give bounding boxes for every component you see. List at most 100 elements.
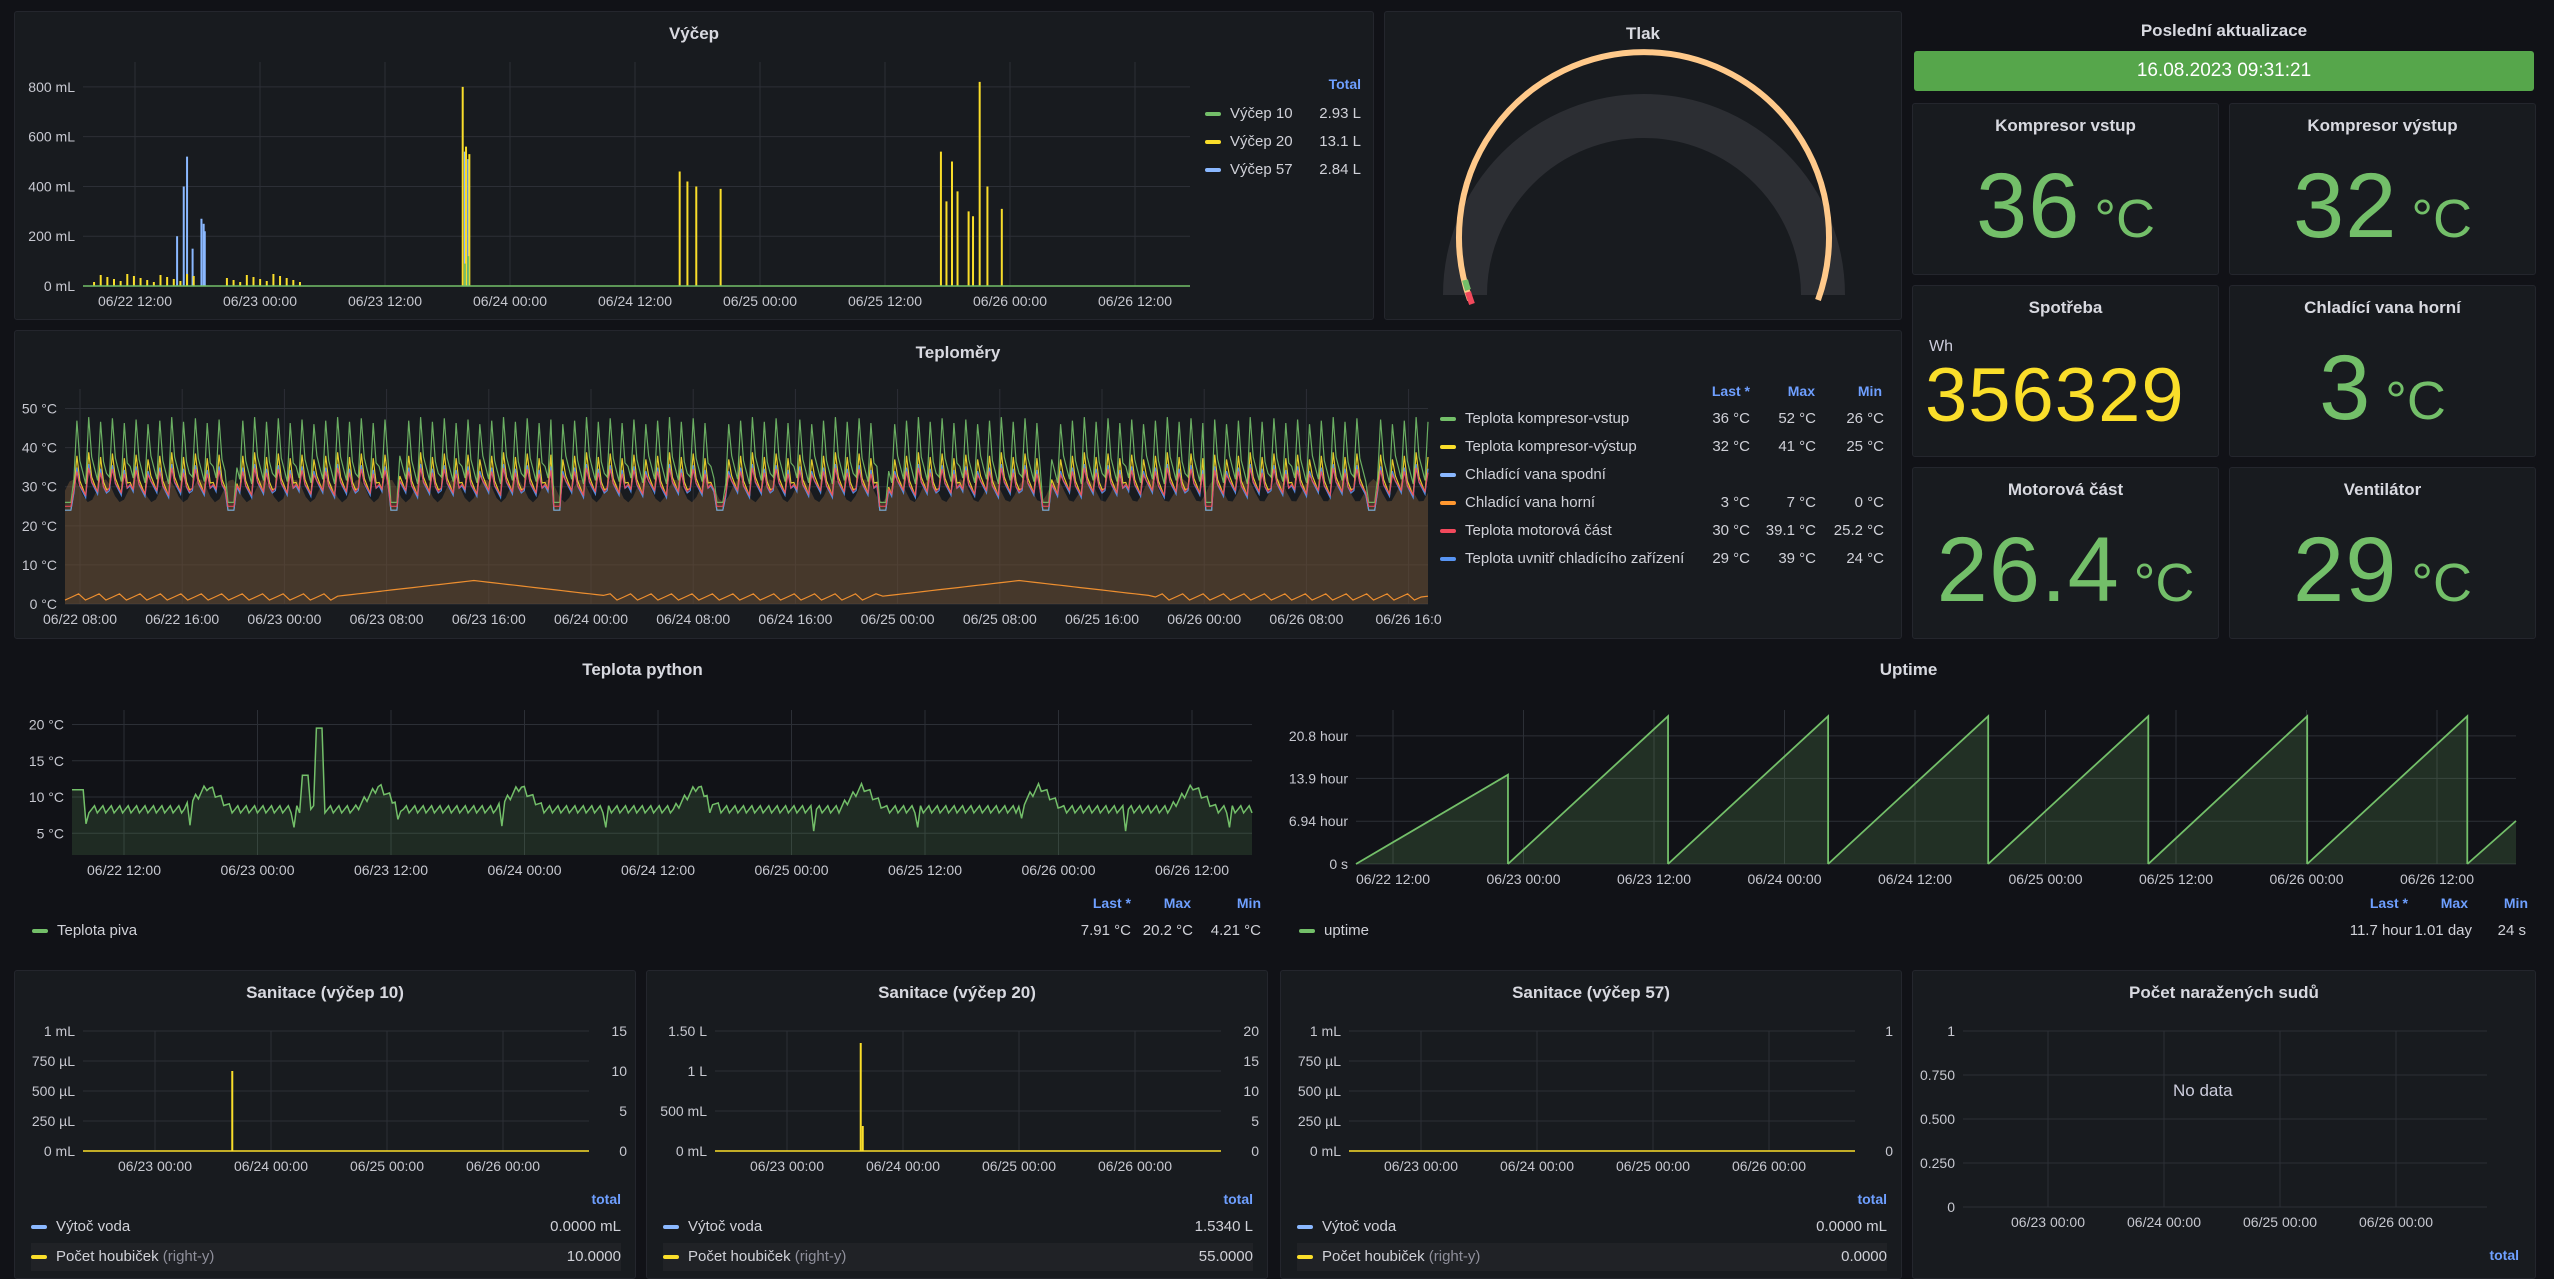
legend-min: 24 °C <box>1846 550 1884 567</box>
legend-min: 24 s <box>2497 922 2526 939</box>
legend-item[interactable]: Počet houbiček (right-y) 55.0000 <box>663 1243 1253 1271</box>
panel-title[interactable]: Kompresor vstup <box>1995 116 2136 135</box>
gauge-track <box>1443 94 1845 296</box>
legend-header-max[interactable]: Max <box>1787 383 1815 399</box>
panel-title[interactable]: Uptime <box>1879 660 1938 679</box>
x-tick-label: 06/25 00:00 <box>350 1158 424 1174</box>
legend-item[interactable]: Teplota uvnitř chladícího zařízení 29 °C 3… <box>1440 545 1900 573</box>
panel-title[interactable]: Spotřeba <box>2028 298 2103 317</box>
series-line <box>1355 773 1509 865</box>
legend-header-max[interactable]: Max <box>1163 895 1191 911</box>
series-line <box>2466 820 2517 865</box>
legend-max: 20.2 °C <box>1142 922 1193 939</box>
legend-label: Výčep 57 <box>1230 161 1293 178</box>
legend-item[interactable]: Teplota kompresor-vstup 36 °C 52 °C 26 °C <box>1440 405 1900 433</box>
stat-number: 32 <box>2293 155 2398 257</box>
x-tick-label: 06/24 00:00 <box>488 862 562 878</box>
x-tick-label: 06/25 00:00 <box>1616 1158 1690 1174</box>
panel-title[interactable]: Sanitace (výčep 10) <box>246 983 404 1002</box>
sudy-chart[interactable]: 0 0.250 0.500 0.750 1 06/23 00:00 06/24 00:00 0… <box>1913 971 2536 1279</box>
legend-item[interactable]: Výtoč voda 1.5340 L <box>663 1213 1253 1241</box>
x-tick-label: 06/25 00:00 <box>861 611 935 627</box>
legend-item[interactable]: Teplota motorová část 30 °C 39.1 °C 25.2 °C <box>1440 517 1900 545</box>
y-tick-label: 1 mL <box>44 1023 75 1039</box>
vycep-chart[interactable]: 0 mL 200 mL 400 mL 600 mL 800 mL 06/22 12:00 0… <box>15 12 1374 320</box>
python-chart[interactable]: 5 °C 10 °C 15 °C 20 °C 06/22 12:00 06/23 00:0… <box>14 650 1271 950</box>
panel-ventilator: Ventilátor 29 °C <box>2229 467 2536 639</box>
y-tick-label: 250 µL <box>1298 1113 1341 1129</box>
series-line <box>65 417 1429 503</box>
legend-item[interactable]: Výčep 20 13.1 L <box>1205 128 1371 156</box>
legend-header-max[interactable]: Max <box>2440 895 2468 911</box>
x-tick-label: 06/22 08:00 <box>43 611 117 627</box>
stat-unit: °C <box>2411 189 2472 249</box>
y-tick-label: 20.8 hour <box>1289 728 1348 744</box>
legend-header-last[interactable]: Last * <box>1092 895 1131 911</box>
legend-swatch <box>663 1225 679 1230</box>
series-line <box>1987 714 2150 865</box>
legend-label: Teplota kompresor-vstup <box>1465 410 1630 427</box>
legend-header-total[interactable]: total <box>1223 1191 1253 1207</box>
panel-title[interactable]: Sanitace (výčep 20) <box>878 983 1036 1002</box>
stat-value: 3 °C <box>2230 336 2535 441</box>
legend-header-last[interactable]: Last * <box>2369 895 2408 911</box>
panel-title[interactable]: Kompresor výstup <box>2307 116 2458 135</box>
san57-chart[interactable]: 0 mL 250 µL 500 µL 750 µL 1 mL 06/23 00:00 06/… <box>1281 971 1902 1279</box>
panel-title[interactable]: Počet naražených sudů <box>2129 983 2319 1002</box>
area-fill <box>72 728 1252 855</box>
x-tick-label: 06/26 00:00 <box>1167 611 1241 627</box>
panel-title[interactable]: Chladící vana horní <box>2304 298 2461 317</box>
legend-header-last[interactable]: Last * <box>1711 383 1750 399</box>
legend-item[interactable]: Teplota kompresor-výstup 32 °C 41 °C 25 °C <box>1440 433 1900 461</box>
x-tick-label: 06/24 12:00 <box>598 293 672 309</box>
legend-item[interactable]: Počet houbiček (right-y) 0.0000 <box>1297 1243 1887 1271</box>
legend-item[interactable]: Teplota piva 7.91 °C 20.2 °C 4.21 °C <box>32 917 1265 945</box>
y-tick-label: 500 mL <box>660 1103 707 1119</box>
legend-min: 26 °C <box>1846 410 1884 427</box>
legend-item[interactable]: Výčep 57 2.84 L <box>1205 156 1371 184</box>
legend-item[interactable]: Chladící vana spodní <box>1440 461 1900 489</box>
legend-header-total[interactable]: total <box>1857 1191 1887 1207</box>
legend-max: 39.1 °C <box>1765 522 1816 539</box>
gauge-threshold-green <box>1462 279 1471 291</box>
legend-item[interactable]: uptime 11.7 hour 1.01 day 24 s <box>1299 917 2530 945</box>
panel-title[interactable]: Teplota python <box>582 660 703 679</box>
legend-header-total[interactable]: Total <box>1328 76 1361 92</box>
panel-teplota-python: Teplota python 5 °C 10 °C 15 °C 20 °C 06/22 … <box>14 650 1271 950</box>
stat-unit: °C <box>2411 553 2472 613</box>
teplomery-chart[interactable]: 0 °C 10 °C 20 °C 30 °C 40 °C 50 °C 06/22 08:00… <box>15 331 1902 639</box>
legend-item[interactable]: Výtoč voda 0.0000 mL <box>31 1213 621 1241</box>
x-tick-label: 06/26 00:00 <box>1732 1158 1806 1174</box>
legend-item[interactable]: Počet houbiček (right-y) 10.0000 <box>31 1243 621 1271</box>
legend-label: Výtoč voda <box>688 1218 763 1235</box>
legend-header-min[interactable]: Min <box>1236 895 1261 911</box>
stat-number: 356329 <box>1925 353 2185 438</box>
y-tick-label: 0 mL <box>676 1143 707 1159</box>
legend-header-total[interactable]: total <box>2489 1247 2519 1263</box>
legend-header-min[interactable]: Min <box>2503 895 2528 911</box>
legend-label: Počet houbiček <box>1322 1248 1425 1265</box>
legend-header-min[interactable]: Min <box>1857 383 1882 399</box>
legend-item[interactable]: Výčep 10 2.93 L <box>1205 100 1371 128</box>
san20-chart[interactable]: 0 mL 500 mL 1 L 1.50 L 06/23 00:00 06/24 00:0… <box>647 971 1268 1279</box>
legend-header-total[interactable]: total <box>591 1191 621 1207</box>
san10-chart[interactable]: 0 mL 250 µL 500 µL 750 µL 1 mL 06/23 00:00 06/… <box>15 971 636 1279</box>
panel-title[interactable]: Motorová část <box>2007 480 2124 499</box>
panel-title[interactable]: Sanitace (výčep 57) <box>1512 983 1670 1002</box>
legend-item[interactable]: Chladící vana horní 3 °C 7 °C 0 °C <box>1440 489 1900 517</box>
x-tick-label: 06/24 00:00 <box>554 611 628 627</box>
y-tick-label: 0.250 <box>1920 1155 1955 1171</box>
x-tick-label: 06/24 16:00 <box>758 611 832 627</box>
panel-title[interactable]: Tlak <box>1625 24 1661 43</box>
panel-title[interactable]: Poslední aktualizace <box>2140 21 2308 40</box>
y-tick-label: 40 °C <box>22 440 57 456</box>
panel-title[interactable]: Teploměry <box>915 343 1001 362</box>
x-tick-label: 06/23 00:00 <box>221 862 295 878</box>
uptime-chart[interactable]: 0 s 6.94 hour 13.9 hour 20.8 hour 06/22 12:0… <box>1281 650 2536 950</box>
legend-total: 1.5340 L <box>1194 1218 1253 1235</box>
y-tick-label: 6.94 hour <box>1289 813 1348 829</box>
legend-item[interactable]: Výtoč voda 0.0000 mL <box>1297 1213 1887 1241</box>
panel-title[interactable]: Ventilátor <box>2343 480 2422 499</box>
panel-title[interactable]: Výčep <box>668 24 720 43</box>
x-tick-label: 06/26 12:00 <box>1155 862 1229 878</box>
